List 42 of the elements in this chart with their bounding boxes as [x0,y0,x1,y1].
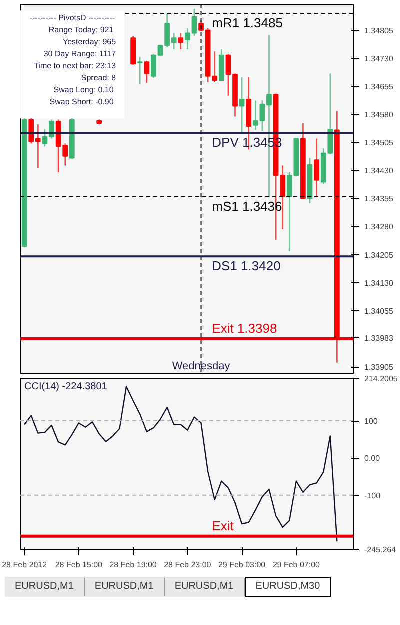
x-tick-label: 28 Feb 23:00 [164,560,212,570]
y-tick-label: 1.34130 [364,278,394,288]
annotation: Time to next bar: 23:13 [34,62,117,70]
x-tick-label: 28 Feb 19:00 [110,560,158,570]
x-tick-label: 29 Feb 03:00 [218,560,266,570]
text: EURUSD,M1 [164,578,245,596]
ref-line-label: Wednesday [172,360,231,372]
ref-line-label: Exit 1.3398 [212,320,278,336]
y-tick-label: 1.34205 [364,250,394,260]
y-tick-label: 1.34355 [364,194,394,204]
ref-line-label: mR1 1.3485 [212,15,283,30]
x-tick-label: 29 Feb 07:00 [272,560,321,570]
y-tick-label: -100 [364,491,382,500]
y-tick-label: 1.34280 [364,222,394,232]
annotation: Range Today: 921 [48,26,114,34]
x-tick-label: 28 Feb 15:00 [55,560,104,570]
y-tick-label: 1.34430 [364,166,394,176]
y-tick-label: 1.34655 [364,82,394,92]
y-tick-label: 1.33983 [364,334,394,343]
y-tick-label: 214.2005 [364,374,398,384]
text: EURUSD,M1 [5,578,85,596]
annotation: ---------- PivotsD ---------- [30,14,116,22]
y-tick-label: 1.34580 [364,110,394,120]
annotation: Swap Long: 0.10 [54,86,114,94]
y-tick-label: 1.34730 [364,54,394,64]
y-tick-label: 1.34805 [364,26,394,36]
y-tick-label: 1.33905 [364,363,394,372]
y-tick-label: 1.34505 [364,138,394,148]
y-tick-label: 0.00 [364,454,381,464]
y-tick-label: 100 [364,417,378,426]
annotation: Spread: 8 [81,74,117,82]
ref-line-label: Exit [212,518,234,534]
text: EURUSD,M30 [244,577,332,598]
annotation: 30 Day Range: 1117 [44,50,117,58]
y-tick-label: -245.264 [364,546,397,554]
ref-line-label: DS1 1.3420 [212,258,281,274]
x-tick-label: 28 Feb 2012 [2,560,48,570]
chart-title: CCI(14) -224.3801 [24,382,108,392]
annotation: Yesterday: 965 [62,38,117,46]
y-tick-label: 1.34055 [364,306,394,316]
text: EURUSD,M1 [84,578,165,596]
annotation: Swap Short: -0.90 [50,98,114,106]
